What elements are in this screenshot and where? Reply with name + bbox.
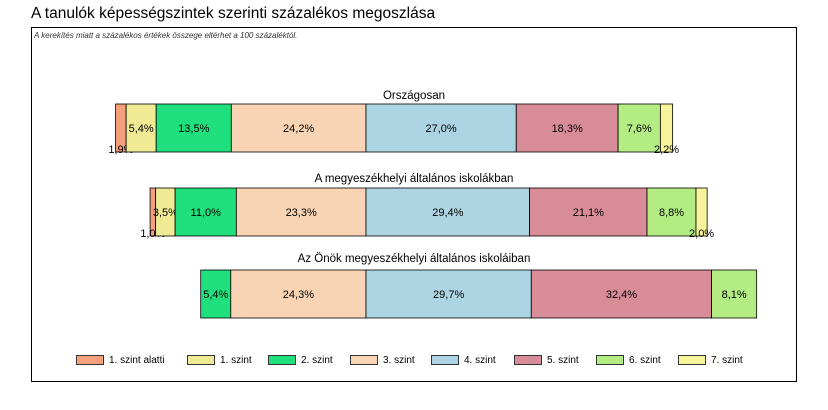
legend-swatch xyxy=(596,355,624,365)
page-title: A tanulók képességszintek szerinti száza… xyxy=(31,5,436,22)
legend-item: 6. szint xyxy=(596,352,661,368)
bar-segment xyxy=(711,269,758,319)
legend-swatch xyxy=(514,355,542,365)
bar-segment xyxy=(230,103,367,153)
data-label: 32,4% xyxy=(606,289,637,301)
chart-frame xyxy=(31,27,797,382)
legend-label: 2. szint xyxy=(301,354,333,366)
data-label: 13,5% xyxy=(178,123,209,135)
data-label: 27,0% xyxy=(426,123,457,135)
bar-segment xyxy=(530,269,712,319)
bar-segment xyxy=(235,187,367,237)
data-label: 24,2% xyxy=(283,123,314,135)
data-label: 5,4% xyxy=(129,123,154,135)
legend-item: 1. szint alatti xyxy=(76,352,165,368)
legend-swatch xyxy=(268,355,296,365)
legend-swatch xyxy=(76,355,104,365)
legend-item: 1. szint xyxy=(187,352,252,368)
legend-swatch xyxy=(678,355,706,365)
legend-label: 5. szint xyxy=(547,354,579,366)
bar-segment xyxy=(695,187,708,237)
legend-swatch xyxy=(350,355,378,365)
legend-label: 1. szint xyxy=(220,354,252,366)
data-label: 29,4% xyxy=(432,207,463,219)
legend-item: 7. szint xyxy=(678,352,743,368)
data-label: 2,0% xyxy=(689,228,714,240)
legend-item: 3. szint xyxy=(350,352,415,368)
bar-segment xyxy=(365,187,531,237)
bar-segment xyxy=(515,103,619,153)
bar-segment xyxy=(174,187,237,237)
data-label: 24,3% xyxy=(283,289,314,301)
legend-item: 5. szint xyxy=(514,352,579,368)
bar-segment xyxy=(365,269,532,319)
legend-swatch xyxy=(431,355,459,365)
data-label: 8,8% xyxy=(659,207,684,219)
data-label: 5,4% xyxy=(203,289,228,301)
data-label: 23,3% xyxy=(286,207,317,219)
data-label: 8,1% xyxy=(722,289,747,301)
legend: 1. szint alatti 1. szint 2. szint 3. szint 4… xyxy=(0,352,828,368)
bar-segment xyxy=(365,103,517,153)
data-label: 7,6% xyxy=(627,123,652,135)
bar-segment xyxy=(617,103,661,153)
data-label: 2,2% xyxy=(654,144,679,156)
rounding-note: A kerekítés miatt a százalékos értékek ö… xyxy=(34,31,298,40)
data-label: 3,5% xyxy=(153,207,178,219)
bar-segment xyxy=(646,187,697,237)
legend-label: 1. szint alatti xyxy=(109,354,165,366)
data-label: 21,1% xyxy=(573,207,604,219)
bar-segment xyxy=(659,103,674,153)
category-label: Országosan xyxy=(383,90,445,102)
legend-label: 3. szint xyxy=(383,354,415,366)
bar-segment xyxy=(155,103,232,153)
data-label: 18,3% xyxy=(552,123,583,135)
data-label: 11,0% xyxy=(191,207,222,219)
bar-segment xyxy=(529,187,648,237)
legend-item: 2. szint xyxy=(268,352,333,368)
data-label: 29,7% xyxy=(433,289,464,301)
category-label: A megyeszékhelyi általános iskolákban xyxy=(315,173,514,185)
legend-label: 4. szint xyxy=(464,354,496,366)
legend-item: 4. szint xyxy=(431,352,496,368)
legend-swatch xyxy=(187,355,215,365)
bar-segment xyxy=(230,269,367,319)
legend-label: 6. szint xyxy=(629,354,661,366)
category-label: Az Önök megyeszékhelyi általános iskolái… xyxy=(298,253,531,265)
legend-label: 7. szint xyxy=(711,354,743,366)
